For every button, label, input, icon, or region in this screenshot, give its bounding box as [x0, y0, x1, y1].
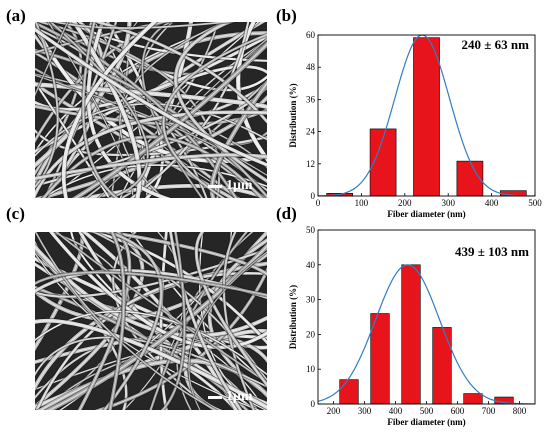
scale-bar-line: [208, 184, 222, 188]
y-tick-label: 40: [306, 260, 316, 270]
y-tick-label: 48: [306, 62, 316, 72]
panel-label-d: (d): [276, 204, 297, 223]
y-axis-title: Distribution (%): [288, 83, 298, 147]
scale-bar-line: [208, 395, 222, 399]
y-axis-title: Distribution (%): [288, 285, 298, 349]
sem-fiber-texture: [35, 232, 267, 410]
y-tick-label: 60: [306, 30, 316, 40]
x-tick-label: 200: [327, 406, 341, 416]
sem-image-c: [35, 232, 267, 410]
x-tick-label: 300: [441, 198, 455, 208]
y-tick-label: 20: [306, 329, 316, 339]
y-tick-label: 50: [306, 225, 316, 235]
scale-bar-a: 1μm: [208, 178, 253, 194]
x-tick-label: 400: [485, 198, 499, 208]
y-tick-label: 24: [306, 127, 316, 137]
scale-bar-label: 1μm: [226, 389, 253, 404]
x-tick-label: 100: [355, 198, 369, 208]
histogram-bar: [456, 160, 484, 197]
y-tick-label: 0: [311, 399, 316, 409]
x-tick-label: 800: [513, 406, 527, 416]
histogram-bar: [463, 393, 483, 405]
histogram-bar: [432, 327, 452, 405]
histogram-bar: [370, 313, 390, 405]
mean-sd-annotation: 240 ± 63 nm: [462, 37, 530, 52]
x-tick-label: 500: [420, 406, 434, 416]
x-tick-label: 400: [389, 406, 403, 416]
x-tick-label: 600: [451, 406, 465, 416]
histogram-bar: [339, 379, 359, 405]
y-tick-label: 10: [306, 364, 316, 374]
gaussian-fit-line: [317, 264, 536, 405]
panel-label-b: (b): [276, 6, 297, 25]
y-tick-label: 36: [306, 94, 316, 104]
mean-sd-annotation: 439 ± 103 nm: [455, 244, 529, 259]
x-tick-label: 300: [358, 406, 372, 416]
panel-label-c: (c): [6, 204, 25, 223]
panel-label-a: (a): [6, 6, 26, 25]
y-tick-label: 0: [311, 191, 316, 201]
sem-image-a: [35, 22, 267, 198]
y-tick-label: 30: [306, 295, 316, 305]
x-tick-label: 700: [482, 406, 496, 416]
histogram-bar: [369, 128, 397, 197]
sem-fiber-texture: [35, 22, 267, 198]
x-tick-label: 0: [316, 198, 321, 208]
scale-bar-c: 1μm: [208, 389, 253, 405]
histogram-bar: [401, 264, 421, 405]
x-axis-title: Fiber diameter (nm): [387, 209, 465, 219]
x-tick-label: 500: [528, 198, 542, 208]
gaussian-fit-line: [317, 34, 536, 197]
x-tick-label: 200: [398, 198, 412, 208]
plot-frame: [317, 34, 536, 197]
y-tick-label: 12: [306, 159, 315, 169]
scale-bar-label: 1μm: [226, 178, 253, 193]
x-axis-title: Fiber diameter (nm): [387, 417, 465, 427]
